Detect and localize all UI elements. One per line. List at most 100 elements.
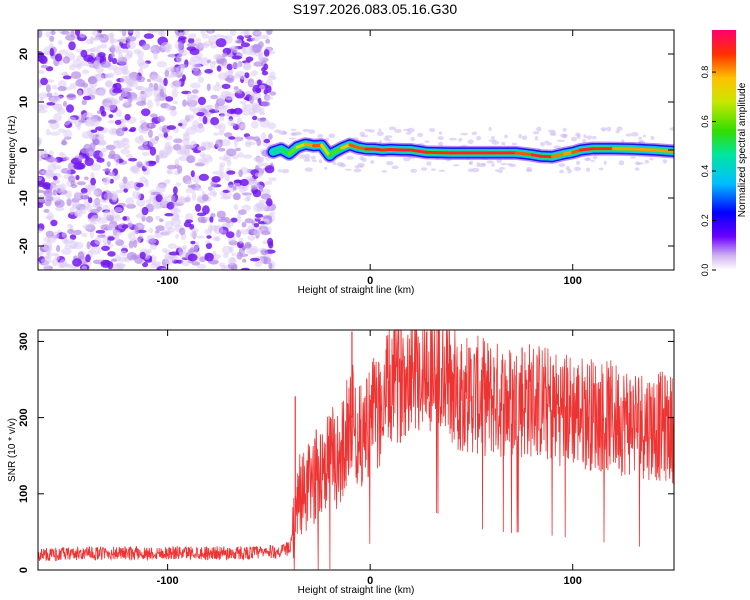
noise-blob	[233, 89, 240, 94]
noise-blob	[126, 251, 137, 261]
noise-blob	[50, 30, 56, 35]
halo-blob	[471, 131, 478, 136]
noise-blob	[148, 129, 153, 139]
noise-blob	[88, 197, 93, 204]
halo-blob	[600, 127, 608, 131]
noise-blob	[72, 258, 82, 267]
noise-blob	[222, 52, 228, 57]
noise-blob	[120, 91, 128, 98]
noise-blob	[82, 87, 93, 96]
noise-blob	[171, 71, 179, 77]
halo-blob	[424, 140, 430, 143]
noise-blob	[184, 148, 191, 156]
noise-blob	[119, 250, 128, 257]
noise-blob	[253, 203, 263, 213]
noise-blob	[231, 55, 243, 60]
noise-blob	[79, 206, 87, 215]
noise-blob	[251, 91, 262, 99]
noise-blob	[205, 240, 210, 244]
noise-blob	[57, 128, 66, 133]
noise-blob	[228, 136, 236, 140]
noise-blob	[144, 178, 149, 188]
noise-blob	[197, 216, 206, 224]
noise-blob	[269, 71, 276, 79]
noise-blob	[154, 204, 163, 209]
halo-blob	[559, 169, 565, 174]
noise-blob	[226, 159, 232, 167]
noise-blob	[100, 43, 108, 49]
noise-blob	[231, 252, 236, 257]
noise-blob	[38, 108, 48, 114]
noise-blob	[186, 42, 197, 47]
colorbar-tick-label: 0.2	[700, 214, 710, 227]
noise-blob	[249, 245, 259, 254]
noise-blob	[112, 88, 123, 94]
noise-blob	[54, 103, 63, 112]
noise-blob	[117, 52, 124, 60]
noise-blob	[188, 33, 197, 39]
noise-blob	[258, 41, 264, 48]
colorbar: 0.0 0.2 0.4 0.6 0.8 Normalized spectral ampl…	[700, 30, 748, 276]
noise-blob	[84, 184, 96, 190]
halo-blob	[294, 131, 302, 136]
noise-blob	[158, 184, 167, 188]
halo-blob	[410, 136, 415, 142]
noise-blob	[136, 75, 146, 83]
noise-blob	[61, 232, 67, 238]
noise-blob	[123, 188, 128, 193]
noise-blob	[254, 213, 264, 218]
noise-blob	[119, 30, 126, 33]
noise-blob	[207, 192, 218, 196]
noise-blob	[182, 74, 186, 82]
noise-blob	[124, 113, 131, 121]
noise-blob	[222, 252, 229, 258]
halo-blob	[490, 136, 495, 140]
halo-blob	[615, 130, 620, 134]
y-tick-label: 20	[18, 48, 30, 60]
track-core-segment	[388, 148, 405, 152]
noise-blob	[80, 114, 86, 124]
track-core-segment	[279, 147, 291, 156]
halo-blob	[438, 141, 444, 147]
noise-blob	[247, 235, 256, 241]
noise-blob	[99, 151, 105, 158]
noise-blob	[90, 208, 100, 214]
noise-blob	[57, 86, 67, 92]
noise-blob	[113, 229, 121, 236]
noise-blob	[109, 150, 116, 159]
noise-blob	[96, 157, 105, 163]
noise-blob	[136, 161, 143, 168]
noise-blob	[205, 242, 213, 249]
noise-blob	[260, 193, 271, 200]
noise-blob	[244, 241, 252, 249]
noise-blob	[106, 161, 111, 168]
noise-blob	[57, 80, 67, 88]
noise-blob	[244, 196, 250, 202]
noise-blob	[113, 82, 122, 91]
noise-blob	[195, 37, 202, 46]
halo-blob	[278, 169, 282, 173]
halo-blob	[586, 135, 593, 140]
halo-blob	[346, 156, 354, 160]
noise-blob	[198, 115, 203, 122]
noise-blob	[107, 223, 115, 231]
halo-blob	[592, 135, 597, 140]
halo-blob	[467, 168, 474, 172]
noise-blob	[106, 102, 117, 111]
noise-blob	[219, 94, 225, 101]
noise-blob	[83, 61, 93, 67]
noise-blob	[196, 146, 206, 151]
noise-blob	[62, 75, 72, 80]
noise-blob	[81, 232, 88, 238]
noise-blob	[236, 214, 242, 223]
noise-blob	[38, 194, 47, 203]
noise-blob	[122, 176, 128, 184]
noise-blob	[82, 69, 90, 75]
noise-blob	[238, 169, 243, 178]
noise-blob	[211, 176, 221, 183]
halo-blob	[585, 157, 590, 161]
noise-blob	[76, 123, 81, 130]
noise-blob	[178, 155, 188, 162]
noise-blob	[39, 245, 49, 253]
noise-blob	[173, 203, 178, 213]
